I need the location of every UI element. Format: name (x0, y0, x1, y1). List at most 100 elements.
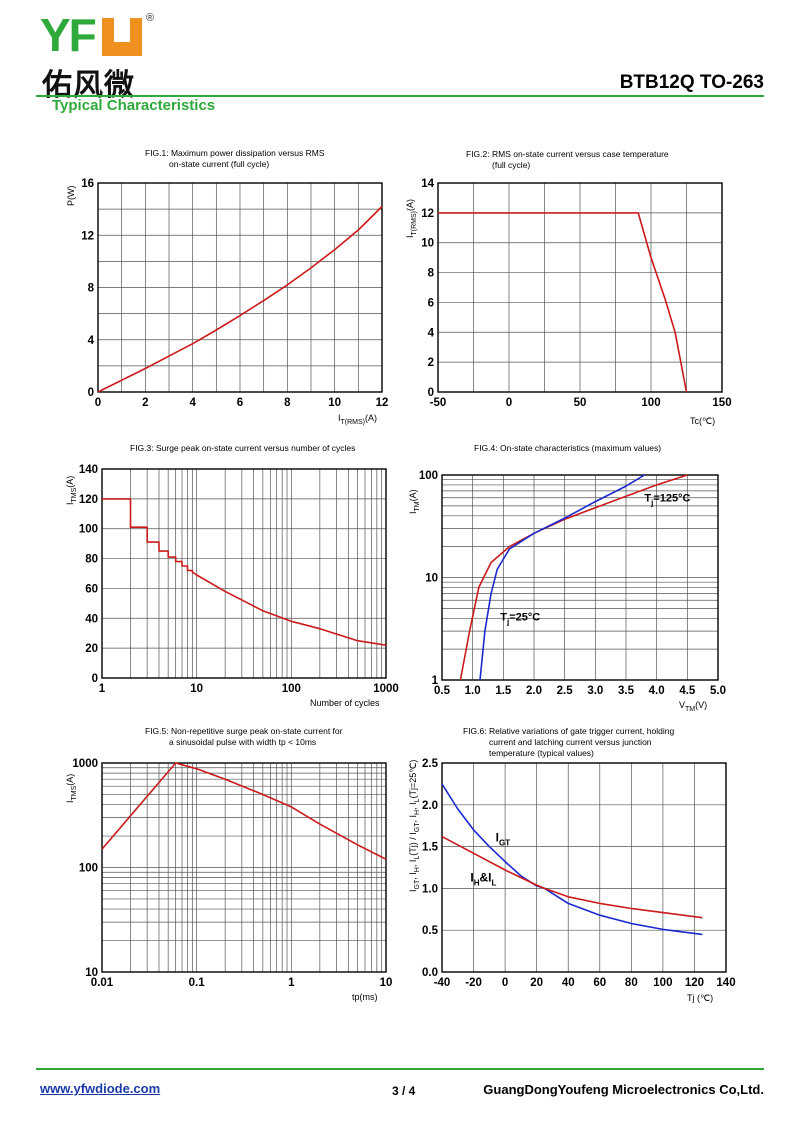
y-tick-label: 0 (88, 387, 94, 399)
fig6-title: current and latching current versus junc… (489, 737, 652, 747)
x-tick-label: 50 (574, 397, 587, 409)
logo-latin: YF (40, 9, 97, 61)
series-annotation: IGT (496, 831, 511, 848)
fig6-x-axis-label: Tj (℃) (687, 993, 713, 1003)
plot-frame (441, 474, 719, 681)
y-tick-label: 60 (85, 583, 98, 595)
plot-frame (437, 182, 723, 393)
y-tick-label: 10 (425, 573, 438, 585)
x-tick-label: 0 (95, 397, 101, 409)
series-tj-25-c (479, 474, 645, 681)
x-tick-label: 2.0 (526, 685, 542, 697)
header-rule (36, 95, 764, 97)
x-tick-label: 80 (625, 977, 638, 989)
y-tick-label: 0.5 (422, 925, 439, 937)
fig4-chart: FIG.4: On-state characteristics (maximum… (419, 443, 726, 697)
x-tick-label: 1 (288, 977, 295, 989)
y-tick-label: 40 (85, 613, 98, 625)
y-tick-label: 100 (79, 524, 98, 536)
y-tick-label: 12 (81, 230, 94, 242)
x-tick-label: 3.5 (618, 685, 635, 697)
x-tick-label: 0 (502, 977, 508, 989)
company-name: GuangDongYoufeng Microelectronics Co,Ltd… (483, 1082, 764, 1097)
x-tick-label: 6 (237, 397, 243, 409)
fig1-title: on-state current (full cycle) (169, 159, 269, 169)
x-tick-label: 3.0 (587, 685, 603, 697)
x-tick-label: 20 (530, 977, 543, 989)
fig5-title: a sinusoidal pulse with width tp < 10ms (169, 737, 316, 747)
x-tick-label: 4 (189, 397, 196, 409)
x-tick-label: 100 (641, 397, 660, 409)
x-tick-label: 1.0 (465, 685, 481, 697)
logo-mark (102, 18, 142, 56)
data-curve (97, 205, 383, 393)
x-tick-label: 2 (142, 397, 148, 409)
y-tick-label: 12 (421, 208, 434, 220)
fig2-title: FIG.2: RMS on-state current versus case … (466, 149, 669, 159)
fig1-y-axis-label: P(W) (66, 186, 76, 207)
y-tick-label: 1000 (72, 758, 98, 770)
x-tick-label: 8 (284, 397, 291, 409)
x-tick-label: 120 (685, 977, 704, 989)
fig4-y-axis-label: ITM(A) (408, 489, 421, 514)
plot-frame (101, 468, 387, 679)
plot-frame (97, 182, 383, 393)
x-tick-label: 150 (712, 397, 731, 409)
fig1-x-axis-label: IT(RMS)(A) (338, 413, 377, 426)
fig3-chart: FIG.3: Surge peak on-state current versu… (79, 443, 399, 695)
series-igt (441, 783, 703, 936)
y-tick-label: 140 (79, 464, 98, 476)
y-tick-label: 100 (79, 863, 98, 875)
y-tick-label: 2.5 (422, 758, 439, 770)
y-tick-label: 0 (428, 387, 434, 399)
y-tick-label: 1.5 (422, 842, 439, 854)
x-tick-label: 40 (562, 977, 575, 989)
fig5-title: FIG.5: Non-repetitive surge peak on-stat… (145, 726, 343, 736)
series-annotation: Tj=125°C (644, 493, 690, 508)
y-tick-label: 120 (79, 494, 98, 506)
x-tick-label: 4.5 (679, 685, 696, 697)
x-tick-label: 0 (506, 397, 512, 409)
y-tick-label: 0 (92, 673, 98, 685)
y-tick-label: 0.0 (422, 967, 438, 979)
x-tick-label: 2.5 (557, 685, 574, 697)
y-tick-label: 8 (88, 283, 95, 295)
plot-frame (101, 762, 387, 973)
y-tick-label: 80 (85, 554, 98, 566)
company-logo: YF ® 佑风微 (40, 8, 170, 103)
y-tick-label: 4 (88, 335, 95, 347)
data-curve (102, 498, 387, 646)
y-tick-label: 20 (85, 643, 98, 655)
x-tick-label: 60 (593, 977, 606, 989)
fig2-y-axis-label: IT(RMS)(A) (405, 199, 418, 238)
y-tick-label: 1 (432, 675, 439, 687)
fig6-chart: FIG.6: Relative variations of gate trigg… (422, 726, 736, 989)
x-tick-label: -20 (465, 977, 482, 989)
y-tick-label: 1.0 (422, 883, 438, 895)
x-tick-label: 1.5 (495, 685, 512, 697)
x-tick-label: 10 (190, 683, 203, 695)
fig3-y-axis-label: ITMS(A) (65, 476, 78, 505)
part-number: BTB12Q TO-263 (619, 72, 764, 93)
x-tick-label: -40 (434, 977, 451, 989)
page-number: 3 / 4 (392, 1084, 416, 1098)
x-tick-label: 10 (328, 397, 341, 409)
website-link[interactable]: www.yfwdiode.com (40, 1081, 161, 1096)
x-tick-label: 5.0 (710, 685, 726, 697)
fig1-title: FIG.1: Maximum power dissipation versus … (145, 148, 325, 158)
series-ih-il (441, 835, 703, 919)
fig3-x-axis-label: Number of cycles (310, 698, 380, 708)
data-curve (101, 762, 387, 860)
y-tick-label: 2.0 (422, 800, 438, 812)
y-tick-label: 4 (428, 327, 435, 339)
x-tick-label: 1 (99, 683, 106, 695)
fig2-title: (full cycle) (492, 160, 530, 170)
fig6-y-axis-label: IGT, IH, IL(Tj) / IGT, IH, IL(Tj=25℃) (408, 760, 421, 892)
plot-frame (441, 762, 727, 973)
y-tick-label: 100 (419, 470, 438, 482)
fig6-title: temperature (typical values) (489, 748, 594, 758)
x-tick-label: 10 (380, 977, 393, 989)
y-tick-label: 10 (85, 967, 98, 979)
x-tick-label: 4.0 (649, 685, 665, 697)
